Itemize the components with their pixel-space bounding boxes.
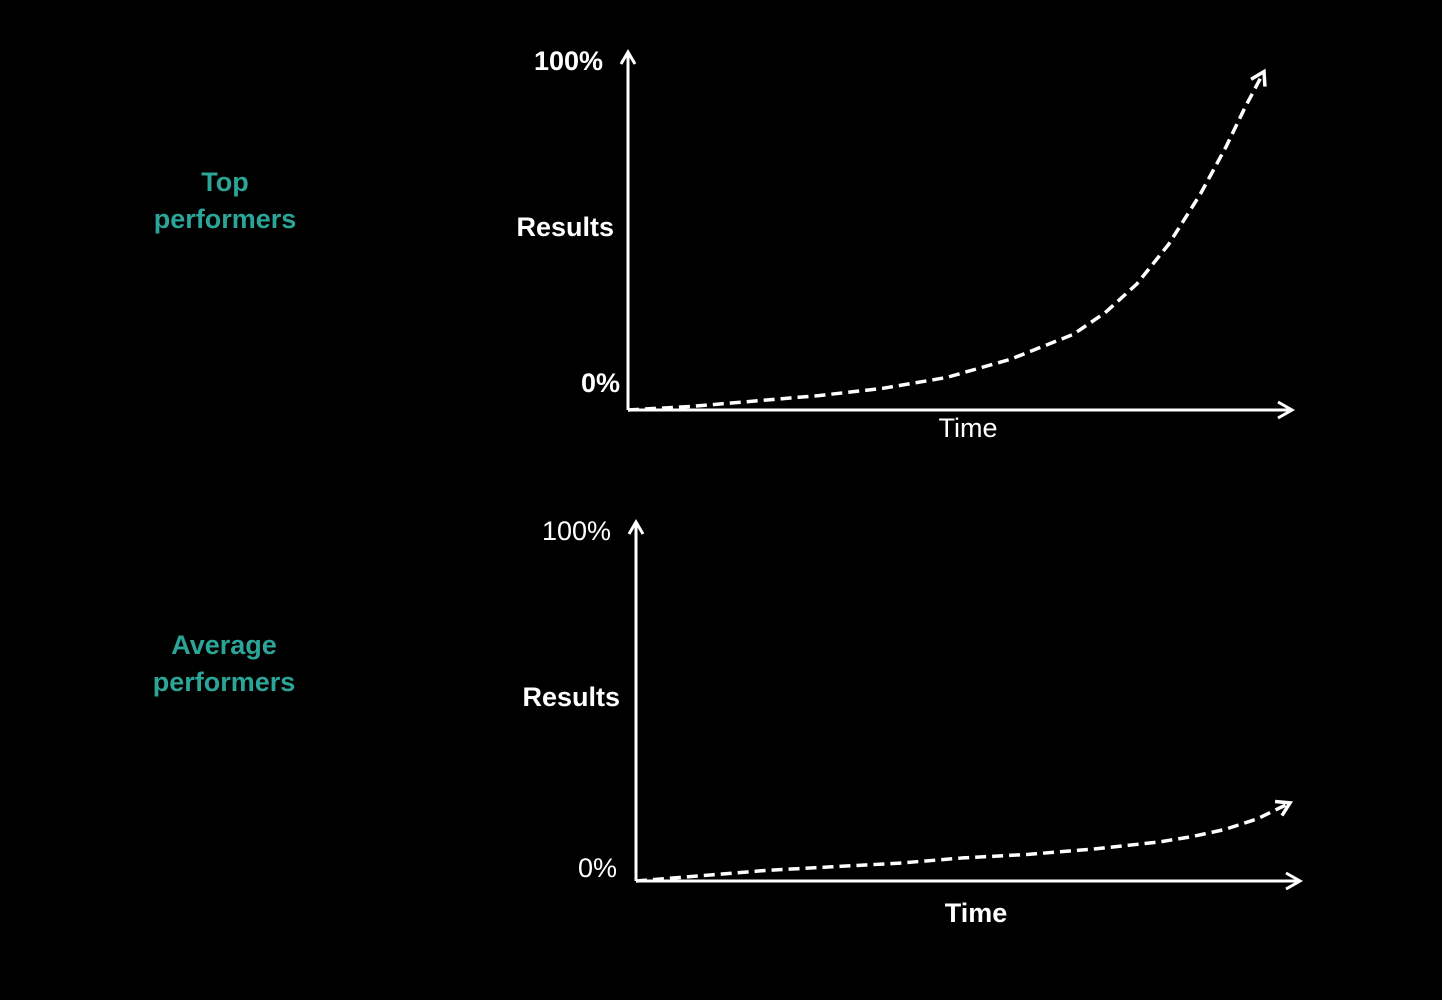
x-axis-title: Time bbox=[945, 898, 1008, 928]
y-axis-bottom-label: 0% bbox=[578, 853, 617, 883]
average-performers-label: Average performers bbox=[94, 627, 354, 701]
y-axis-bottom-label: 0% bbox=[581, 368, 620, 398]
average-performers-chart: 100% Results 0% Time bbox=[522, 516, 1304, 928]
series-arrowhead bbox=[1250, 68, 1267, 87]
y-axis-title: Results bbox=[516, 212, 614, 242]
top-performers-label-line1: Top bbox=[201, 167, 249, 197]
y-axis-title: Results bbox=[522, 682, 620, 712]
y-axis-top-label: 100% bbox=[542, 516, 611, 546]
top-performers-chart: 100% Results 0% Time bbox=[516, 46, 1296, 443]
x-axis-arrowhead bbox=[1285, 871, 1304, 891]
y-axis-top-label: 100% bbox=[534, 46, 603, 76]
x-axis-title: Time bbox=[939, 413, 998, 443]
average-performers-label-line2: performers bbox=[152, 667, 296, 697]
top-performers-label: Top performers bbox=[95, 164, 355, 238]
series-line bbox=[627, 70, 1266, 412]
y-axis-arrowhead bbox=[627, 519, 645, 535]
series-line bbox=[635, 801, 1291, 883]
average-performers-label-line1: Average bbox=[171, 630, 277, 660]
series-arrowhead bbox=[1274, 799, 1294, 817]
y-axis-arrowhead bbox=[619, 49, 637, 65]
x-axis-arrowhead bbox=[1277, 400, 1296, 420]
top-performers-label-line2: performers bbox=[153, 204, 297, 234]
